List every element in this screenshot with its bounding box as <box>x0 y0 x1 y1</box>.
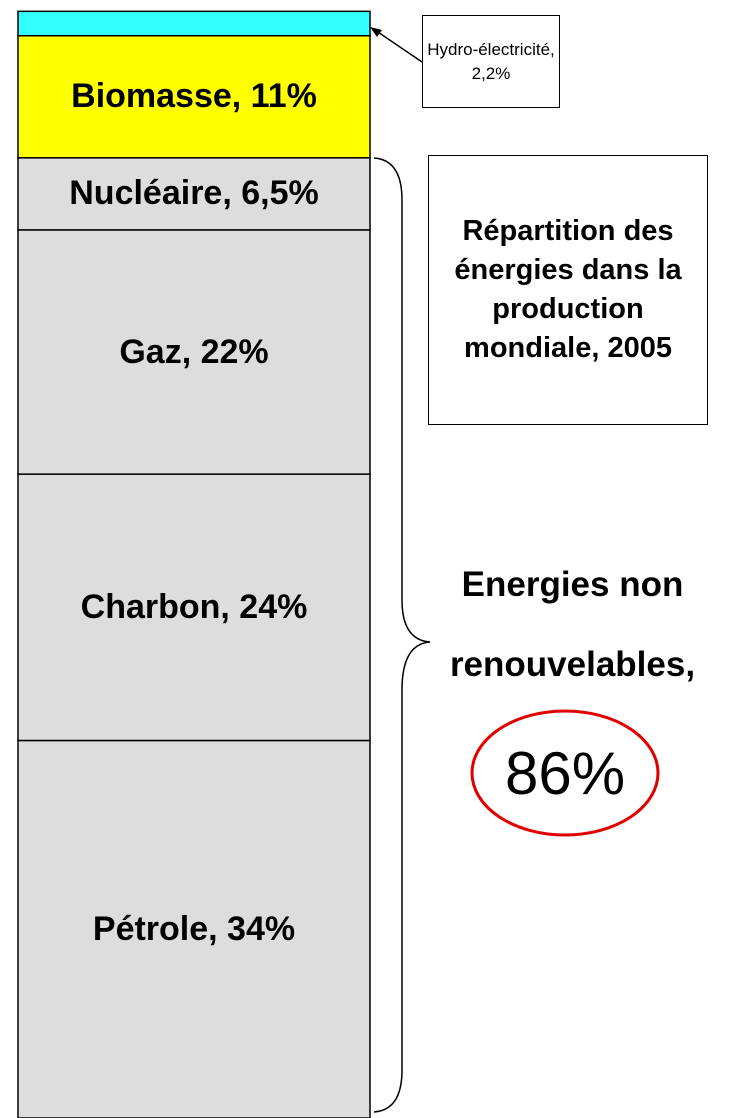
segment-label: Gaz, 22% <box>119 332 269 371</box>
bracket-value: 86% <box>504 739 626 807</box>
arrow-line <box>371 27 423 63</box>
bar-segment <box>17 157 371 231</box>
bar-segment <box>17 35 371 159</box>
segment-label: Charbon, 24% <box>80 587 308 626</box>
segment-label: Pétrole, 34% <box>92 909 296 948</box>
bar-segment <box>17 473 371 742</box>
arrow-head <box>370 27 382 37</box>
bracket-label: Energies non renouvelables, <box>449 565 696 684</box>
segment-label: Nucléaire, 6,5% <box>69 174 319 213</box>
segment-label: Biomasse, 11% <box>71 77 317 116</box>
total-ellipse <box>470 709 660 837</box>
callout-label: Hydro-électricité, 2,2% <box>422 15 560 108</box>
bar-segment <box>17 229 371 475</box>
chart-title: Répartition des énergies dans la product… <box>428 155 708 425</box>
bar-segment <box>17 10 371 37</box>
bar-segment <box>17 739 371 1118</box>
brace <box>373 157 431 1113</box>
